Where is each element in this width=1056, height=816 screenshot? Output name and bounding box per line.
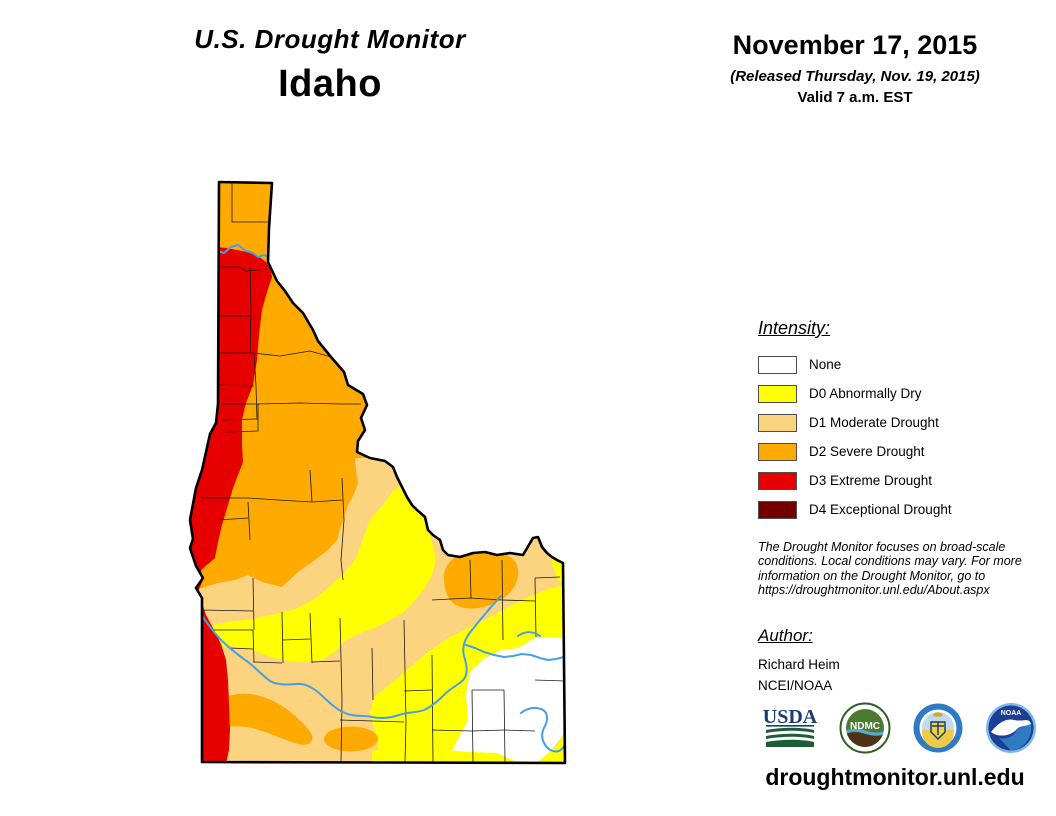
doc-shield-detail [932, 722, 944, 735]
legend-label-d2: D2 Severe Drought [809, 444, 925, 459]
valid-time: Valid 7 a.m. EST [797, 89, 913, 106]
usda-logo: USDA [763, 706, 818, 747]
author-block: Author: Richard Heim NCEI/NOAA [758, 626, 1018, 693]
idaho-map-svg [188, 180, 567, 765]
disclaimer-text: The Drought Monitor focuses on broad-sca… [758, 540, 1022, 597]
date-panel: November 17, 2015 (Released Thursday, No… [700, 30, 1010, 106]
swatch-d3 [758, 471, 797, 490]
idaho-drought-map [150, 160, 580, 780]
state-name: Idaho [278, 63, 382, 105]
zone-d2-ne-blob [444, 550, 519, 609]
legend-heading: Intensity: [758, 318, 831, 338]
state-border [188, 180, 567, 765]
site-url: droughtmonitor.unl.edu [765, 764, 1025, 790]
title-block: U.S. Drought Monitor Idaho [140, 24, 520, 106]
rivers [200, 244, 565, 753]
bear-river-upper [517, 631, 541, 637]
swatch-d0 [758, 384, 797, 403]
ndmc-text: NDMC [850, 721, 880, 732]
legend-item-d4: D4 Exceptional Drought [758, 495, 1038, 524]
usda-stripe-1 [766, 727, 814, 733]
swatch-none [758, 355, 797, 374]
legend-label-d0: D0 Abnormally Dry [809, 386, 922, 401]
usda-stripe-2 [766, 733, 814, 739]
doc-eagle [933, 712, 943, 717]
agency-logos: USDA NDMC [762, 702, 1042, 754]
county-lines [201, 183, 565, 763]
release-date: (Released Thursday, Nov. 19, 2015) [730, 68, 980, 85]
report-title: U.S. Drought Monitor [194, 24, 466, 54]
author-org: NCEI/NOAA [758, 678, 833, 693]
usda-stripe-3 [766, 739, 814, 747]
commerce-seal [913, 703, 963, 753]
noaa-lower [999, 724, 1032, 751]
swatch-d1 [758, 413, 797, 432]
intensity-legend: Intensity: None D0 Abnormally Dry D1 Mod… [758, 318, 1038, 524]
map-date: November 17, 2015 [732, 30, 978, 60]
swatch-d2 [758, 442, 797, 461]
snake-river-south-fork [465, 644, 565, 661]
noaa-text: NOAA [1001, 710, 1022, 717]
zone-d2-sw-blob [209, 693, 313, 745]
legend-item-d1: D1 Moderate Drought [758, 408, 1038, 437]
noaa-gull [991, 719, 1031, 736]
usda-rule [766, 725, 814, 727]
legend-item-none: None [758, 350, 1038, 379]
zone-d2-south-oval [324, 726, 378, 752]
zone-d0-bottom-strip [372, 731, 565, 763]
ndmc-logo: NDMC [839, 702, 891, 754]
legend-item-d3: D3 Extreme Drought [758, 466, 1038, 495]
author-heading: Author: [758, 626, 813, 645]
ndmc-water [846, 728, 884, 736]
snake-river [200, 595, 502, 720]
legend-label-d4: D4 Exceptional Drought [809, 502, 952, 517]
usda-text: USDA [763, 706, 818, 728]
author-name: Richard Heim [758, 657, 840, 672]
legend-label-d3: D3 Extreme Drought [809, 473, 933, 488]
swatch-d4 [758, 500, 797, 519]
zone-d0-se-arc [370, 583, 565, 763]
bear-river [520, 706, 565, 753]
legend-item-d0: D0 Abnormally Dry [758, 379, 1038, 408]
legend-label-none: None [809, 357, 842, 372]
legend-item-d2: D2 Severe Drought [758, 437, 1038, 466]
legend-label-d1: D1 Moderate Drought [809, 415, 939, 430]
noaa-logo: NOAA [986, 703, 1036, 753]
zone-d0-central [203, 486, 436, 662]
kootenai-river [214, 244, 271, 258]
